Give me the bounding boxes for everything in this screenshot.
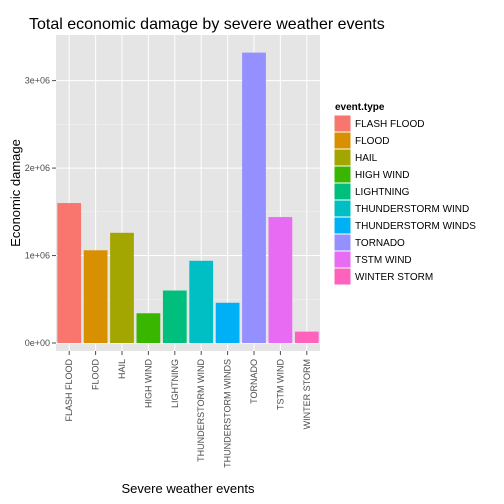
- bar-tornado: [242, 52, 266, 343]
- bar-lightning: [162, 290, 187, 343]
- legend-label: FLOOD: [355, 136, 389, 147]
- y-tick-label: 2e+06: [25, 163, 50, 173]
- x-tick-label: HAIL: [117, 359, 127, 379]
- x-tick-label: LIGHTNING: [170, 359, 180, 408]
- x-tick-label: WINTER STORM: [302, 359, 312, 429]
- legend-swatch: [334, 251, 351, 268]
- bar-hail: [110, 232, 134, 343]
- bar-thunderstorm-wind: [189, 260, 214, 343]
- bar-winter-storm: [294, 331, 319, 343]
- legend-label: LIGHTNING: [355, 187, 410, 198]
- chart-title: Total economic damage by severe weather …: [29, 16, 385, 33]
- bar-tstm-wind: [268, 217, 293, 343]
- bars: [57, 52, 319, 343]
- legend-label: HAIL: [355, 153, 378, 164]
- legend-swatch: [334, 268, 351, 285]
- legend-swatch: [334, 183, 351, 200]
- legend-swatch: [334, 149, 351, 166]
- x-axis-title: Severe weather events: [122, 481, 255, 496]
- x-tick-label: THUNDERSTORM WINDS: [223, 359, 233, 468]
- legend-label: TSTM WIND: [355, 255, 412, 266]
- legend-label: TORNADO: [355, 238, 405, 249]
- x-tick-label: FLOOD: [91, 359, 101, 391]
- legend-label: THUNDERSTORM WINDS: [355, 221, 476, 232]
- y-axis-title: Economic damage: [8, 139, 23, 247]
- legend-label: HIGH WIND: [355, 170, 409, 181]
- y-tick-label: 1e+06: [25, 251, 50, 261]
- legend-swatch: [334, 115, 351, 132]
- legend-label: WINTER STORM: [355, 272, 433, 283]
- y-tick-label: 0e+00: [25, 338, 50, 348]
- y-tick-label: 3e+06: [25, 76, 50, 86]
- legend: event.type FLASH FLOOD FLOOD HAIL HIGH WIND…: [333, 102, 476, 286]
- legend-swatch: [334, 234, 351, 251]
- legend-swatch: [334, 132, 351, 149]
- bar-thunderstorm-winds: [215, 302, 240, 343]
- legend-swatch: [334, 200, 351, 217]
- legend-label: FLASH FLOOD: [355, 119, 424, 130]
- legend-label: THUNDERSTORM WIND: [355, 204, 469, 215]
- x-axis-ticks: FLASH FLOOD FLOOD HAIL HIGH WIND LIGHTNING TH…: [64, 351, 312, 468]
- x-tick-label: THUNDERSTORM WIND: [196, 359, 206, 462]
- legend-swatch: [334, 166, 351, 183]
- bar-flash-flood: [57, 203, 82, 343]
- x-tick-label: HIGH WIND: [143, 359, 153, 408]
- legend-swatch: [334, 217, 351, 234]
- y-axis-ticks: 0e+00 1e+06 2e+06 3e+06: [25, 76, 56, 348]
- x-tick-label: TORNADO: [249, 359, 259, 404]
- legend-title: event.type: [335, 102, 385, 113]
- x-tick-label: TSTM WIND: [275, 359, 285, 410]
- bar-high-wind: [136, 313, 161, 343]
- x-tick-label: FLASH FLOOD: [64, 359, 74, 422]
- bar-flood: [83, 250, 108, 343]
